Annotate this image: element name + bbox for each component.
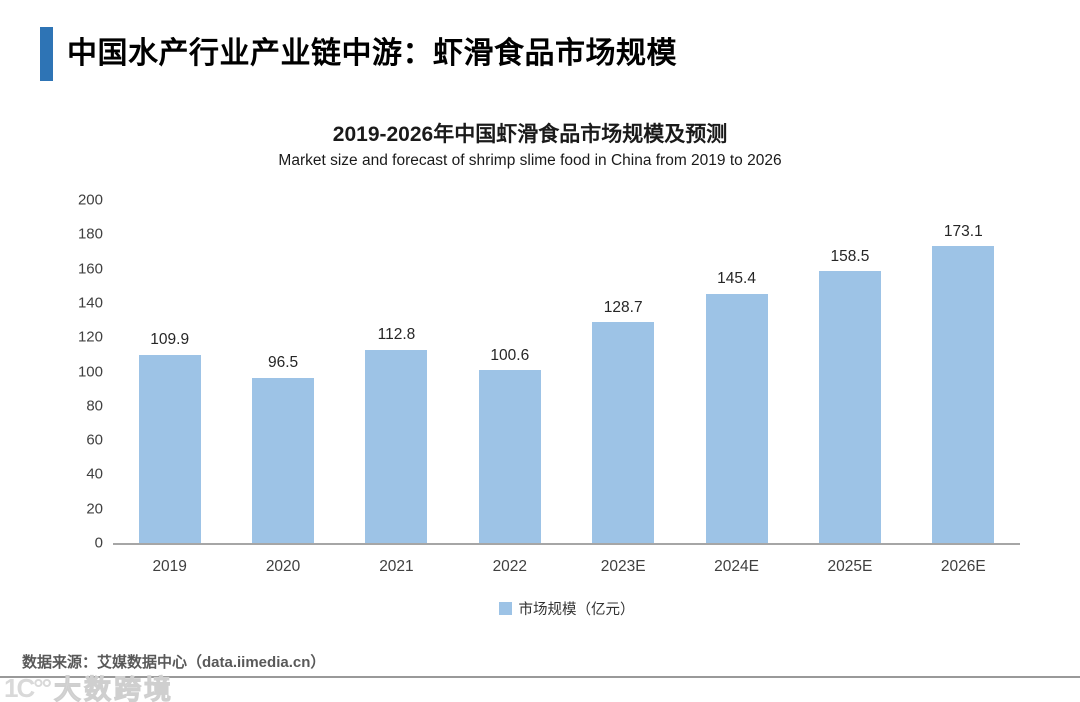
- watermark: 1C°° 大数跨境: [4, 668, 174, 702]
- x-axis: 2019 2020 2021 2022 2023E 2024E 2025E 2026E: [113, 558, 1020, 576]
- bar-value-label: 100.6: [490, 346, 530, 364]
- x-axis-label: 2026E: [940, 558, 986, 575]
- bar-2021: [365, 349, 428, 543]
- y-axis-tick-label: 160: [77, 260, 103, 278]
- x-axis-label: 2025E: [827, 558, 873, 575]
- bar-2019: [138, 354, 201, 543]
- bar-value-label: 158.5: [830, 247, 870, 265]
- y-axis-tick-label: 80: [86, 397, 103, 415]
- y-axis-tick-label: 120: [77, 328, 103, 346]
- bar-value-label: 112.8: [377, 326, 416, 344]
- y-axis-tick-label: 180: [77, 225, 103, 243]
- bar-2025E: [818, 271, 881, 543]
- bar-2023E: [592, 322, 655, 543]
- bar-2020: [252, 377, 315, 543]
- page-title: 中国水产行业产业链中游：虾滑食品市场规模: [67, 37, 677, 70]
- chart-subtitle: Market size and forecast of shrimp slime…: [278, 152, 782, 169]
- bar-value-label: 109.9: [150, 331, 190, 349]
- x-axis-label: 2021: [379, 558, 414, 575]
- y-axis-tick-label: 60: [86, 431, 103, 449]
- bar-value-label: 145.4: [717, 270, 756, 288]
- bar-2024E: [705, 293, 768, 543]
- y-axis-tick-label: 20: [86, 500, 103, 518]
- x-axis-label: 2019: [152, 558, 187, 575]
- bar-slot-2023E: 128.7: [567, 200, 680, 543]
- bar-2022: [478, 370, 541, 543]
- bar-2026E: [932, 246, 995, 543]
- chart-title: 2019-2026年中国虾滑食品市场规模及预测: [332, 123, 728, 146]
- y-axis-tick-label: 140: [77, 294, 103, 312]
- y-axis-tick-label: 200: [77, 191, 103, 209]
- plot-area: 109.9 96.5 112.8 100.6 128.7 145.4 158.5 173.1: [113, 200, 1020, 545]
- bar-slot-2020: 96.5: [226, 200, 339, 543]
- y-axis-tick-label: 0: [94, 534, 103, 552]
- legend: 市场规模（亿元）: [113, 598, 1020, 619]
- header-accent-bar: [40, 27, 53, 81]
- bar-slot-2025E: 158.5: [793, 200, 906, 543]
- bar-slot-2024E: 145.4: [680, 200, 793, 543]
- bar-slot-2019: 109.9: [113, 200, 226, 543]
- watermark-text: 大数跨境: [54, 675, 175, 702]
- y-axis-tick-label: 100: [77, 363, 103, 380]
- bar-value-label: 173.1: [943, 222, 983, 240]
- x-axis-label: 2020: [265, 558, 301, 575]
- bar-value-label: 96.5: [267, 354, 299, 372]
- x-axis-label: 2023E: [600, 558, 646, 575]
- x-axis-label: 2022: [492, 558, 528, 575]
- bar-slot-2026E: 173.1: [907, 200, 1020, 543]
- footer-divider: [0, 676, 1080, 678]
- bar-slot-2022: 100.6: [453, 200, 566, 543]
- legend-swatch: [498, 602, 512, 615]
- source-note: 数据来源：艾媒数据中心（data.iimedia.cn）: [22, 654, 326, 671]
- bar-slot-2021: 112.8: [340, 200, 453, 543]
- legend-label: 市场规模（亿元）: [518, 602, 635, 618]
- y-axis: 0 20 40 60 80 100 120 140 160 180 200: [58, 193, 103, 551]
- bar-value-label: 128.7: [603, 298, 643, 316]
- y-axis-tick-label: 40: [86, 465, 103, 483]
- watermark-logo-icon: 1C°°: [4, 672, 52, 702]
- slide-header: 中国水产行业产业链中游：虾滑食品市场规模: [40, 27, 677, 81]
- x-axis-label: 2024E: [714, 558, 759, 575]
